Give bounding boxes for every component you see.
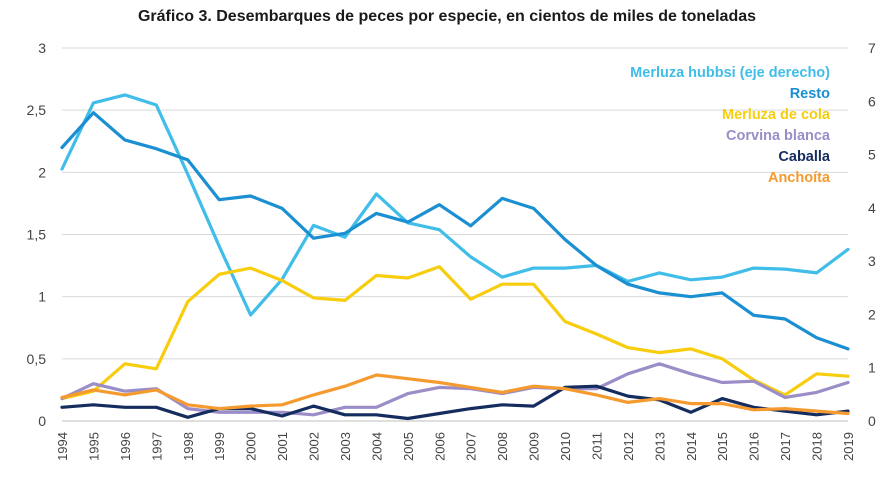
x-tick-label: 1999 — [212, 432, 227, 461]
series-line-0 — [60, 93, 850, 317]
x-tick-label: 2002 — [307, 432, 322, 461]
x-tick-label: 2017 — [778, 432, 793, 461]
y-left-tick-label: 3 — [38, 40, 46, 56]
y-left-tick-label: 0 — [38, 413, 46, 429]
x-tick-label: 2005 — [401, 432, 416, 461]
series-line-1 — [60, 111, 850, 351]
series-line-4 — [60, 384, 850, 421]
legend-label: Resto — [790, 86, 830, 102]
x-tick-label: 2012 — [621, 432, 636, 461]
x-tick-label: 1995 — [86, 432, 101, 461]
x-tick-label: 2016 — [747, 432, 762, 461]
legend-label: Merluza de cola — [722, 107, 831, 123]
y-left-tick-label: 0,5 — [27, 351, 47, 367]
legend-label: Anchoíta — [768, 170, 831, 186]
x-tick-label: 2001 — [275, 432, 290, 461]
y-right-tick-label: 7 — [868, 40, 876, 56]
x-tick-label: 2006 — [432, 432, 447, 461]
x-tick-label: 2003 — [338, 432, 353, 461]
x-tick-label: 1998 — [181, 432, 196, 461]
y-right-tick-label: 5 — [868, 147, 876, 163]
y-right-tick-label: 2 — [868, 306, 876, 322]
x-tick-label: 2007 — [464, 432, 479, 461]
x-tick-label: 1996 — [118, 432, 133, 461]
y-left-tick-label: 2,5 — [27, 102, 47, 118]
x-tick-label: 2000 — [244, 432, 259, 461]
series-line-5 — [60, 373, 850, 416]
y-right-tick-label: 4 — [868, 200, 876, 216]
legend-label: Merluza hubbsi (eje derecho) — [630, 65, 830, 81]
y-right-tick-label: 6 — [868, 93, 876, 109]
x-tick-label: 2019 — [841, 432, 856, 461]
y-right-tick-label: 3 — [868, 253, 876, 269]
series-line-3 — [60, 362, 850, 417]
legend-label: Corvina blanca — [726, 128, 831, 144]
x-tick-label: 2018 — [810, 432, 825, 461]
x-tick-label: 1997 — [149, 432, 164, 461]
y-left-tick-label: 1 — [38, 289, 46, 305]
chart-title: Gráfico 3. Desembarques de peces por esp… — [137, 8, 757, 25]
legend-label: Caballa — [778, 149, 831, 165]
y-left-tick-label: 1,5 — [27, 227, 47, 243]
x-tick-label: 1994 — [55, 432, 70, 461]
y-right-tick-label: 0 — [868, 413, 876, 429]
y-left-tick-label: 2 — [38, 164, 46, 180]
y-right-tick-label: 1 — [868, 360, 876, 376]
x-tick-label: 2015 — [715, 432, 730, 461]
series-line-2 — [60, 265, 850, 401]
x-tick-label: 2008 — [495, 432, 510, 461]
x-tick-label: 2009 — [527, 432, 542, 461]
x-tick-label: 2010 — [558, 432, 573, 461]
x-tick-label: 2004 — [369, 432, 384, 461]
x-tick-label: 2014 — [684, 432, 699, 461]
x-tick-label: 2011 — [589, 432, 604, 460]
x-tick-label: 2013 — [652, 432, 667, 461]
